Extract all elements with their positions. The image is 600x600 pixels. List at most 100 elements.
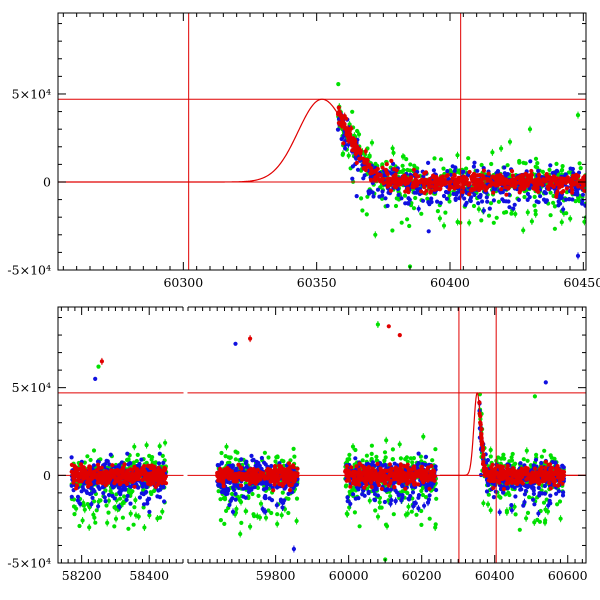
data-point-green	[541, 500, 547, 505]
data-point-red	[569, 185, 574, 190]
data-point-blue	[427, 202, 432, 207]
data-point-green	[505, 163, 510, 168]
data-point-blue	[484, 489, 490, 494]
data-point-red	[536, 189, 541, 194]
y-tick-label: -5×10⁴	[7, 263, 51, 278]
data-point-red	[163, 481, 169, 486]
data-point-blue	[513, 494, 518, 499]
data-point-green	[557, 499, 563, 504]
data-point-red	[132, 466, 137, 471]
data-point-green	[359, 196, 364, 201]
y-tick-label: 5×10⁴	[12, 86, 51, 101]
data-point-red	[74, 465, 79, 471]
data-point-green	[131, 460, 136, 465]
data-point-blue	[580, 198, 585, 203]
data-point-blue	[472, 160, 477, 165]
data-point-green	[576, 196, 581, 201]
data-point-green	[291, 446, 296, 451]
data-point-red	[89, 475, 95, 481]
data-point-green	[131, 522, 136, 527]
data-point-red	[392, 167, 397, 172]
data-point-green	[578, 166, 583, 171]
data-point-blue	[383, 196, 388, 201]
data-point-blue	[495, 169, 501, 174]
data-point-blue	[380, 193, 385, 198]
data-point-red	[403, 189, 408, 194]
data-point-red	[368, 165, 373, 171]
data-point-blue	[81, 487, 86, 492]
data-point-red	[570, 173, 576, 179]
data-point-blue	[431, 168, 436, 173]
data-point-green	[391, 512, 396, 517]
data-point-red	[581, 175, 586, 180]
data-point-blue	[399, 196, 404, 201]
plot-area	[58, 307, 586, 563]
data-point-green	[96, 364, 101, 369]
data-point-green	[218, 518, 223, 523]
data-point-blue	[548, 493, 553, 498]
data-point-green	[377, 505, 382, 510]
data-point-red	[410, 185, 415, 190]
data-point-green	[233, 457, 238, 462]
data-point-red	[427, 177, 432, 182]
data-point-green	[151, 488, 157, 494]
panel-bottom: 58200 58400 59800 60000 60200 60400 606005×10⁴…	[7, 306, 588, 583]
data-point-red	[445, 173, 450, 178]
data-point-red	[452, 172, 457, 177]
data-point-green	[350, 109, 355, 114]
data-point-green	[548, 190, 553, 195]
data-point-blue	[108, 452, 113, 457]
data-point-red	[98, 471, 103, 476]
x-tick-label: 60350	[297, 275, 337, 290]
data-point-red	[389, 158, 394, 163]
data-point-blue	[91, 463, 96, 468]
data-point-blue	[423, 462, 428, 467]
data-point-green	[399, 220, 404, 225]
data-point-green	[502, 456, 507, 461]
data-point-green	[496, 199, 501, 204]
data-point-red	[344, 116, 349, 121]
data-point-green	[233, 449, 238, 454]
data-point-blue	[547, 498, 552, 503]
data-point-blue	[156, 488, 161, 493]
data-point-red	[406, 190, 411, 195]
data-point-blue	[539, 460, 544, 466]
data-point-red	[432, 187, 438, 192]
data-point-green	[433, 447, 438, 452]
data-point-blue	[396, 493, 401, 498]
data-point-green	[390, 457, 395, 462]
data-point-blue	[480, 199, 485, 204]
data-point-red	[159, 468, 164, 473]
data-point-green	[560, 164, 565, 169]
data-point-red	[108, 469, 114, 474]
data-point-green	[419, 211, 424, 216]
data-point-red	[466, 183, 471, 188]
data-point-blue	[372, 492, 378, 497]
data-point-green	[405, 217, 410, 222]
data-point-blue	[375, 187, 381, 192]
data-point-green	[252, 514, 257, 519]
data-point-green	[488, 201, 494, 206]
data-point-green	[275, 455, 280, 460]
data-point-blue	[426, 160, 431, 165]
data-point-blue	[350, 164, 355, 169]
data-point-green	[216, 489, 221, 494]
data-point-blue	[453, 196, 458, 201]
data-point-green	[229, 491, 235, 497]
data-point-red	[450, 176, 455, 181]
data-point-red	[447, 187, 452, 192]
data-point-green	[407, 223, 412, 229]
data-point-red	[551, 174, 557, 179]
data-point-green	[513, 461, 518, 466]
data-point-green	[91, 448, 97, 453]
data-point-green	[92, 499, 97, 504]
data-point-blue	[374, 486, 379, 491]
data-point-green	[552, 226, 558, 231]
data-point-red	[159, 473, 164, 479]
data-point-green	[527, 495, 532, 500]
data-point-blue	[239, 457, 244, 462]
data-point-red	[341, 141, 346, 146]
data-point-green	[88, 457, 93, 463]
data-point-blue	[366, 191, 372, 196]
data-point-green	[479, 218, 484, 223]
